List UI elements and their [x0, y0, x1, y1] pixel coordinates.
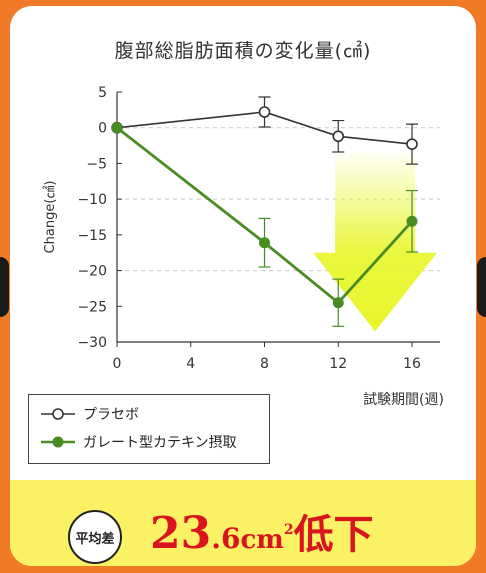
y-tick-label: −15 — [77, 228, 107, 244]
x-tick-label: 4 — [186, 356, 195, 372]
chart-title: 腹部総脂肪面積の変化量(㎠) — [114, 40, 372, 62]
x-axis-label: 試験期間(週) — [363, 392, 444, 408]
data-point-placebo — [332, 130, 345, 143]
average-difference-badge: 平均差 — [68, 510, 122, 564]
right-edge-marker — [477, 257, 486, 317]
y-tick-label: −20 — [77, 264, 107, 280]
series-line-catechin — [116, 126, 414, 305]
down-arrow-icon — [313, 152, 438, 332]
chart-plot: 5 0 −5 −10 −15 −20 −25 −30 0 4 8 12 16 Change(㎠) 試験期間(… — [43, 85, 444, 408]
x-tick-label: 12 — [329, 356, 347, 372]
legend-open-circle-icon — [41, 408, 75, 420]
reduction-word: 低下 — [293, 511, 374, 558]
y-tick-label: 0 — [98, 121, 107, 137]
data-point-catechin — [111, 122, 123, 134]
reduction-unit-superscript: 2 — [283, 522, 294, 538]
legend-item-placebo: プラセボ — [41, 403, 139, 425]
y-tick-label: −10 — [77, 192, 107, 208]
summary-banner: 平均差 23.6cm2低下 — [10, 480, 476, 566]
y-tick-label: −30 — [77, 335, 107, 351]
chart-card: 腹部総脂肪面積の変化量(㎠) 5 0 −5 −10 −15 −20 −25 −30 0 4 8 12 1… — [10, 6, 476, 566]
data-point-catechin — [259, 237, 270, 249]
legend-label-catechin: ガレート型カテキン摂取 — [83, 435, 237, 451]
reduction-value: 23.6cm2低下 — [150, 502, 374, 560]
left-edge-marker — [0, 257, 9, 317]
reduction-unit: cm — [240, 525, 284, 555]
x-tick-label: 0 — [113, 356, 122, 372]
data-point-placebo — [258, 106, 271, 118]
legend-label-placebo: プラセボ — [83, 407, 139, 423]
data-point-placebo — [406, 138, 418, 150]
x-tick-label: 16 — [403, 356, 421, 372]
data-point-catechin — [332, 297, 344, 309]
x-tick-label: 8 — [260, 356, 269, 372]
reduction-value-decimal: .6 — [211, 522, 241, 555]
legend-filled-circle-icon — [41, 436, 75, 448]
series-line-placebo — [116, 111, 413, 145]
y-axis-label: Change(㎠) — [43, 181, 58, 254]
legend: プラセボ ガレート型カテキン摂取 — [28, 394, 270, 464]
y-tick-label: −25 — [77, 299, 107, 315]
y-tick-label: −5 — [86, 156, 107, 172]
legend-item-catechin: ガレート型カテキン摂取 — [41, 431, 237, 453]
data-point-catechin — [406, 215, 418, 227]
reduction-value-integer: 23 — [150, 508, 212, 559]
y-tick-label: 5 — [98, 85, 107, 101]
